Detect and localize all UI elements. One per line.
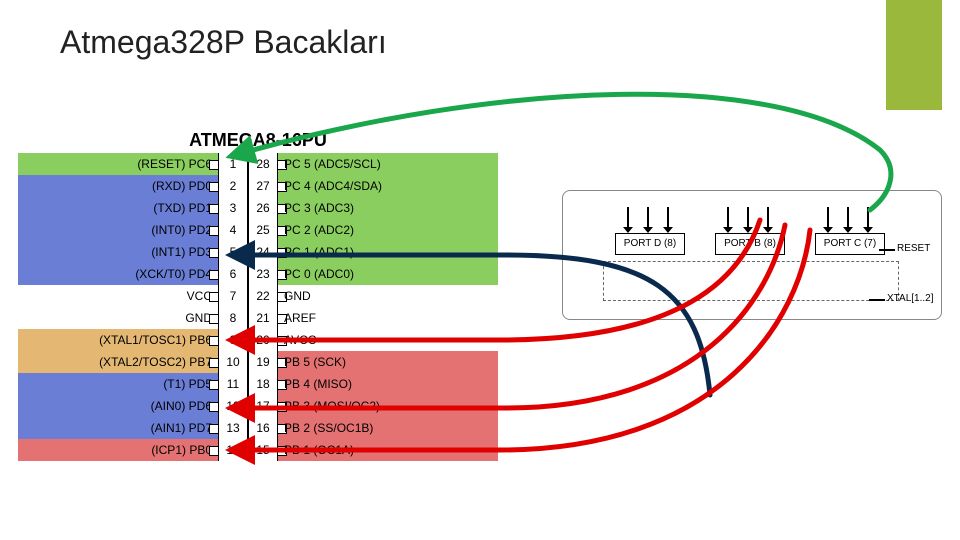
pin-row: (XTAL1/TOSC1) PB6920AVCC: [18, 329, 498, 351]
chip-pinout: ATMEGA8-16PU (RESET) PC6128PC 5 (ADC5/SC…: [18, 130, 498, 461]
pin-label-left: (AIN0) PD6: [18, 395, 218, 417]
pin-number-right: 22: [248, 285, 278, 307]
pin-label-right: PC 2 (ADC2): [278, 219, 478, 241]
pin-number-right: 16: [248, 417, 278, 439]
pin-number-left: 10: [218, 351, 248, 373]
port-arrow-head: [623, 227, 633, 233]
chip-label: ATMEGA8-16PU: [18, 130, 498, 151]
block-side-label: XTAL[1..2]: [887, 293, 934, 304]
pin-label-right: PC 5 (ADC5/SCL): [278, 153, 478, 175]
port-arrow-head: [763, 227, 773, 233]
pin-number-left: 13: [218, 417, 248, 439]
pin-label-right: AREF: [278, 307, 478, 329]
chip-body: (RESET) PC6128PC 5 (ADC5/SCL)(RXD) PD022…: [18, 153, 498, 461]
pin-row: (RESET) PC6128PC 5 (ADC5/SCL): [18, 153, 498, 175]
pin-row: (XTAL2/TOSC2) PB71019PB 5 (SCK): [18, 351, 498, 373]
pin-label-right: PC 1 (ADC1): [278, 241, 478, 263]
pin-number-right: 17: [248, 395, 278, 417]
pin-row: GND821AREF: [18, 307, 498, 329]
pin-label-left: (XCK/T0) PD4: [18, 263, 218, 285]
pin-label-right: PB 3 (MOSI/OC2): [278, 395, 478, 417]
pin-number-right: 23: [248, 263, 278, 285]
pin-label-right: PC 3 (ADC3): [278, 197, 478, 219]
pin-label-right: PB 2 (SS/OC1B): [278, 417, 478, 439]
pin-label-right: PB 1 (OC1A): [278, 439, 478, 461]
block-inner-dashed: [603, 261, 899, 301]
pin-number-left: 2: [218, 175, 248, 197]
port-arrow-head: [643, 227, 653, 233]
accent-corner: [886, 0, 942, 110]
pin-number-right: 21: [248, 307, 278, 329]
port-arrow-head: [843, 227, 853, 233]
pin-number-left: 11: [218, 373, 248, 395]
pin-number-left: 3: [218, 197, 248, 219]
page-title: Atmega328P Bacakları: [60, 24, 387, 61]
pin-label-left: (TXD) PD1: [18, 197, 218, 219]
pin-label-left: (ICP1) PB0: [18, 439, 218, 461]
pin-number-right: 25: [248, 219, 278, 241]
pin-label-right: PB 5 (SCK): [278, 351, 478, 373]
port-arrow-head: [663, 227, 673, 233]
block-side-connector: [879, 249, 895, 251]
pin-label-left: (XTAL1/TOSC1) PB6: [18, 329, 218, 351]
pin-number-left: 4: [218, 219, 248, 241]
port-arrow-head: [823, 227, 833, 233]
port-box: PORT C (7): [815, 233, 885, 255]
pin-label-right: PB 4 (MISO): [278, 373, 478, 395]
pin-number-left: 5: [218, 241, 248, 263]
block-side-connector: [869, 299, 885, 301]
port-box: PORT D (8): [615, 233, 685, 255]
pin-number-right: 26: [248, 197, 278, 219]
pin-label-right: GND: [278, 285, 478, 307]
pin-number-left: 8: [218, 307, 248, 329]
pin-number-right: 24: [248, 241, 278, 263]
pin-number-right: 15: [248, 439, 278, 461]
pin-number-left: 7: [218, 285, 248, 307]
port-arrow-head: [863, 227, 873, 233]
pin-label-left: GND: [18, 307, 218, 329]
pin-row: (ICP1) PB01415PB 1 (OC1A): [18, 439, 498, 461]
pin-label-left: (XTAL2/TOSC2) PB7: [18, 351, 218, 373]
block-diagram: PORT D (8) PORT B (8) PORT C (7) RESET XTAL[…: [562, 190, 942, 320]
block-side-label: RESET: [897, 243, 930, 254]
pin-row: (INT0) PD2425PC 2 (ADC2): [18, 219, 498, 241]
pin-row: (INT1) PD3524PC 1 (ADC1): [18, 241, 498, 263]
pin-row: VCC722GND: [18, 285, 498, 307]
pin-number-left: 14: [218, 439, 248, 461]
pin-label-left: (AIN1) PD7: [18, 417, 218, 439]
pin-number-left: 9: [218, 329, 248, 351]
pin-row: (RXD) PD0227PC 4 (ADC4/SDA): [18, 175, 498, 197]
pin-row: (AIN0) PD61217PB 3 (MOSI/OC2): [18, 395, 498, 417]
pin-number-right: 19: [248, 351, 278, 373]
pin-label-left: (T1) PD5: [18, 373, 218, 395]
port-arrow-head: [743, 227, 753, 233]
pin-number-left: 1: [218, 153, 248, 175]
pin-label-left: (INT0) PD2: [18, 219, 218, 241]
port-box: PORT B (8): [715, 233, 785, 255]
pin-label-left: (RESET) PC6: [18, 153, 218, 175]
pin-row: (T1) PD51118PB 4 (MISO): [18, 373, 498, 395]
pin-label-left: (RXD) PD0: [18, 175, 218, 197]
pin-label-right: PC 4 (ADC4/SDA): [278, 175, 478, 197]
pin-label-left: VCC: [18, 285, 218, 307]
pin-label-left: (INT1) PD3: [18, 241, 218, 263]
block-diagram-inner: PORT D (8)PORT B (8)PORT C (7)RESETXTAL[…: [575, 203, 929, 307]
pin-number-left: 6: [218, 263, 248, 285]
pin-number-left: 12: [218, 395, 248, 417]
pin-number-right: 18: [248, 373, 278, 395]
pin-label-right: PC 0 (ADC0): [278, 263, 478, 285]
pin-number-right: 20: [248, 329, 278, 351]
pin-number-right: 28: [248, 153, 278, 175]
port-arrow-head: [723, 227, 733, 233]
pin-row: (AIN1) PD71316PB 2 (SS/OC1B): [18, 417, 498, 439]
pin-row: (XCK/T0) PD4623PC 0 (ADC0): [18, 263, 498, 285]
pin-row: (TXD) PD1326PC 3 (ADC3): [18, 197, 498, 219]
pin-number-right: 27: [248, 175, 278, 197]
content-area: ATMEGA8-16PU (RESET) PC6128PC 5 (ADC5/SC…: [18, 130, 942, 500]
pin-label-right: AVCC: [278, 329, 478, 351]
